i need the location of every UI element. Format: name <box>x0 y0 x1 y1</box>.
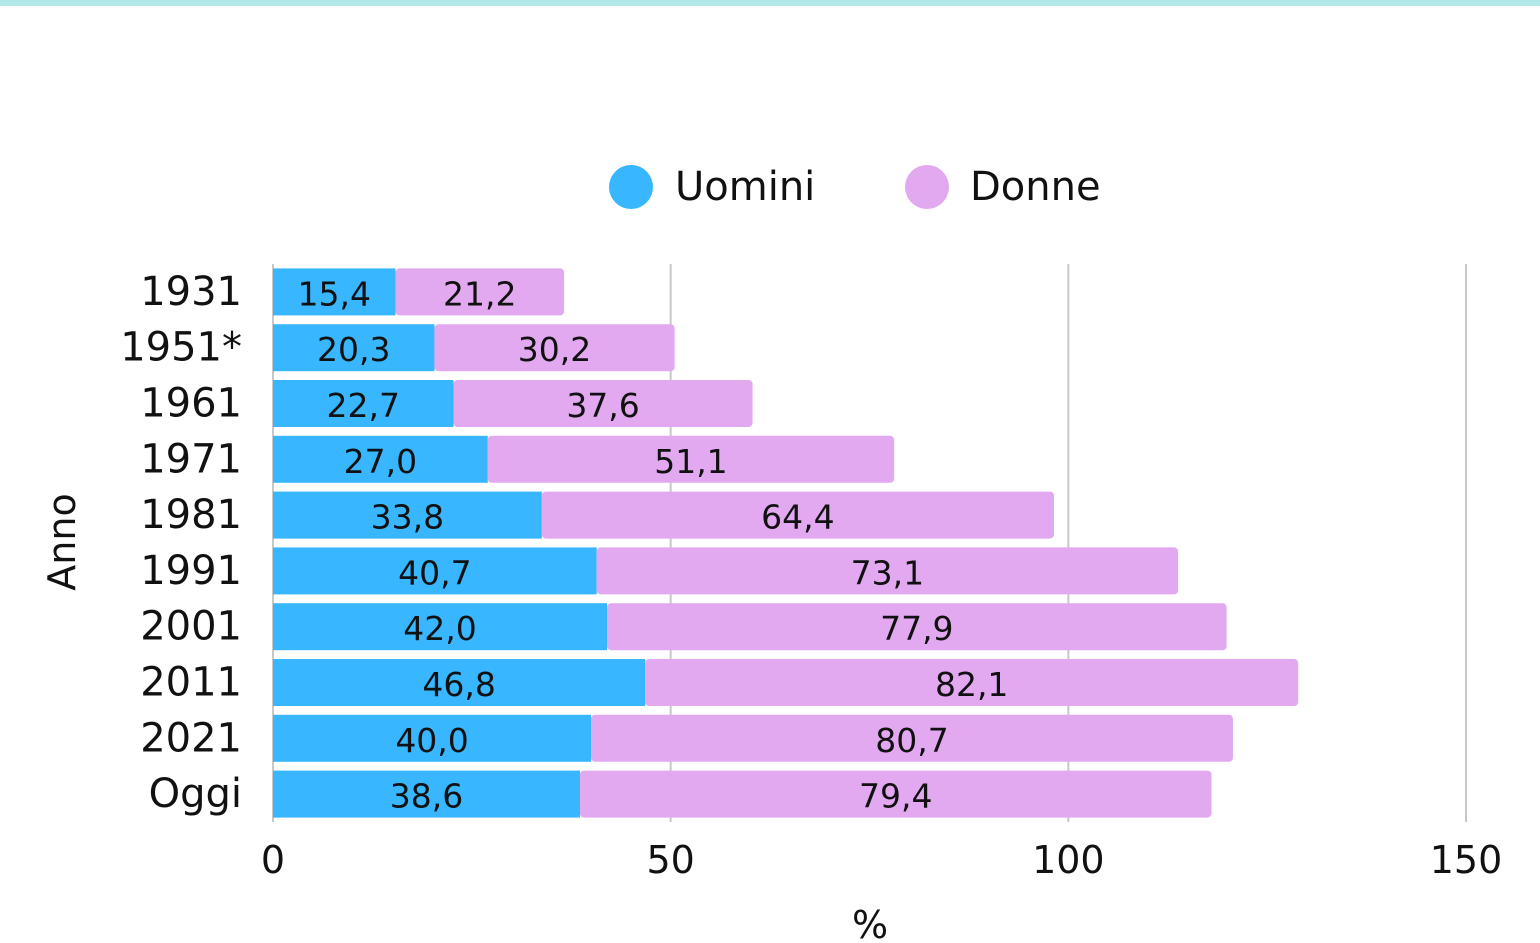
x-tick-label: 50 <box>646 838 694 882</box>
bar-segment <box>591 714 1233 762</box>
value-label: 82,1 <box>935 665 1008 704</box>
bar-segment <box>273 324 435 372</box>
bar-segment <box>273 770 580 818</box>
bar-segment <box>596 547 1179 595</box>
bar-segment <box>453 380 753 427</box>
legend-label: Donne <box>970 164 1101 210</box>
value-label: 37,6 <box>566 386 639 425</box>
value-label: 27,0 <box>344 442 417 481</box>
x-axis-label: % <box>852 903 888 943</box>
bar-segment <box>273 435 488 483</box>
value-label: 21,2 <box>443 274 516 313</box>
bar-segment <box>487 435 895 483</box>
value-label: 42,0 <box>403 609 476 648</box>
legend-marker <box>609 165 653 209</box>
x-tick-label: 150 <box>1430 838 1503 882</box>
value-label: 30,2 <box>518 330 591 369</box>
y-tick-label: 1961 <box>140 381 242 427</box>
y-tick-label: Oggi <box>149 771 242 817</box>
legend-marker <box>905 165 949 209</box>
value-label: 64,4 <box>761 498 834 537</box>
bar-segment <box>273 491 542 539</box>
legend-label: Uomini <box>675 164 815 210</box>
value-label: 22,7 <box>327 386 400 425</box>
top-band <box>0 0 1540 6</box>
value-label: 40,0 <box>395 721 468 760</box>
y-tick-label: 1931 <box>140 269 242 315</box>
bar-segment <box>273 268 396 316</box>
y-tick-label: 2021 <box>140 715 242 761</box>
value-label: 38,6 <box>390 777 463 816</box>
value-label: 80,7 <box>875 721 948 760</box>
bar-segment <box>273 603 608 651</box>
value-label: 73,1 <box>851 553 924 592</box>
bar-segment <box>273 714 592 762</box>
y-tick-label: 1981 <box>140 492 242 538</box>
bar-segment <box>395 268 565 316</box>
y-tick-label: 2011 <box>140 660 242 706</box>
y-tick-label: 2001 <box>140 604 242 650</box>
value-label: 46,8 <box>422 665 495 704</box>
value-label: 51,1 <box>654 442 727 481</box>
bar-segment <box>434 324 675 372</box>
value-label: 15,4 <box>297 274 370 313</box>
y-tick-label: 1991 <box>140 548 242 594</box>
bar-segment <box>541 491 1055 539</box>
y-tick-label: 1951* <box>120 325 242 371</box>
bar-segment <box>273 547 597 595</box>
value-label: 77,9 <box>880 609 953 648</box>
y-tick-label: 1971 <box>140 436 242 482</box>
bar-segment <box>579 770 1212 818</box>
x-tick-label: 100 <box>1032 838 1105 882</box>
x-tick-label: 0 <box>261 838 285 882</box>
bar-segment <box>273 380 454 427</box>
bar-segment <box>645 659 1299 706</box>
value-label: 33,8 <box>371 498 444 537</box>
y-axis-label: Anno <box>40 493 84 590</box>
bar-segment <box>273 659 646 706</box>
value-label: 79,4 <box>859 777 932 816</box>
value-label: 20,3 <box>317 330 390 369</box>
bar-segment <box>607 603 1227 651</box>
value-label: 40,7 <box>398 553 471 592</box>
